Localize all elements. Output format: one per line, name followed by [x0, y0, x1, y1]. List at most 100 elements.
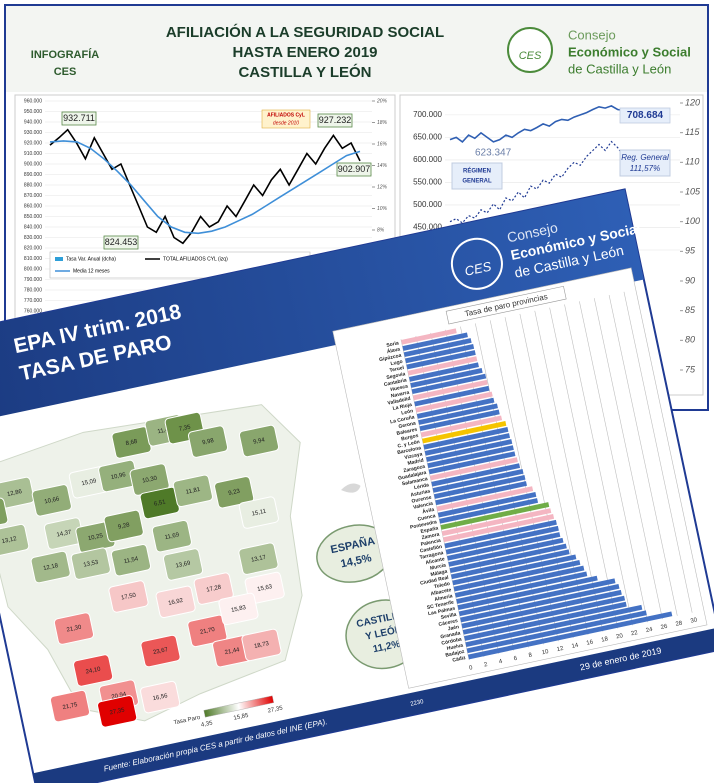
x-tick-label: 18 [601, 636, 609, 643]
map-region [238, 496, 279, 529]
category-label: SC Tenerife [426, 599, 454, 611]
annotation-box [336, 162, 372, 177]
category-label: León [401, 408, 414, 416]
note: desde 2010 [273, 120, 299, 126]
map-value: 10,66 [44, 496, 61, 505]
y-tick-label: 500.000 [413, 200, 442, 209]
y-tick-label: 600.000 [413, 155, 442, 164]
bar [433, 474, 526, 499]
bar [423, 427, 509, 450]
y2-tick-label: 12% [377, 184, 388, 190]
category-label: Lugo [390, 359, 403, 367]
category-label: Granada [440, 630, 461, 640]
legend-swatch [55, 257, 63, 261]
annotation: 902.907 [338, 164, 371, 174]
map-region [140, 634, 181, 668]
map-value: 13,17 [251, 555, 268, 564]
bar [416, 397, 495, 419]
category-label: Teruel [389, 365, 405, 374]
category-label: Málaga [430, 569, 448, 578]
logo-text: CES [463, 258, 493, 278]
category-label: La Rioja [392, 402, 412, 412]
bar [453, 560, 581, 592]
x-tick-label: 22 [631, 630, 639, 637]
x-tick-label: 8 [528, 652, 533, 659]
annotation-box [317, 113, 353, 128]
category-label: Ourense [411, 495, 432, 505]
note: AFILIADOS CyL [267, 112, 305, 118]
bar [460, 583, 620, 623]
bar [452, 554, 577, 586]
category-label: Las Palmas [428, 606, 456, 618]
grid-line [593, 298, 663, 620]
map-value: 18,73 [254, 641, 271, 650]
map-value: 17,50 [121, 592, 138, 601]
legend-title: Tasa Paro [173, 715, 201, 727]
bar [415, 391, 493, 413]
map-region [238, 424, 280, 458]
legend-label: 27,35 [267, 705, 284, 714]
map-value: 14,37 [56, 529, 73, 538]
y2-tick-label: 80 [685, 335, 695, 345]
y-tick-label: 850.000 [24, 214, 42, 220]
bar [464, 601, 627, 641]
map-region [162, 548, 204, 581]
category-label: Almería [434, 593, 453, 603]
category-label: Cuenca [417, 513, 436, 523]
y-tick-label: 940.000 [24, 119, 42, 125]
x-tick-label: 30 [690, 617, 698, 624]
bar [444, 519, 557, 549]
regime: GENERAL [462, 179, 492, 185]
category-label: Murcia [430, 562, 447, 571]
category-label: Soria [386, 340, 400, 349]
legend-gradient [203, 695, 274, 718]
category-label: Cáceres [438, 618, 458, 628]
map-value: 9,28 [118, 522, 131, 530]
footer-band [33, 627, 714, 783]
map-region [241, 628, 282, 662]
y2-tick-label: 95 [685, 246, 696, 256]
map-value: 15,83 [231, 605, 248, 614]
bar [419, 409, 500, 432]
map-value: 11,47 [157, 426, 173, 435]
logo [507, 27, 553, 73]
y-tick-label: 770.000 [24, 298, 42, 304]
map-value: 17,28 [206, 585, 223, 594]
map-value: 23,67 [153, 647, 170, 656]
bar [437, 492, 537, 518]
map-value: 11,54 [123, 556, 139, 565]
map-value: 21,30 [66, 624, 83, 633]
bar [422, 421, 507, 444]
y2-tick-label: 16% [377, 141, 388, 147]
map-region [140, 680, 181, 714]
y-tick-label: 830.000 [24, 235, 42, 241]
legend-label: 15,85 [233, 713, 250, 722]
y2-tick-label: 75 [685, 364, 696, 374]
map-value: 21,75 [62, 702, 79, 711]
annotation: 708.684 [627, 110, 664, 121]
category-label: Salamanca [401, 476, 428, 487]
bar [456, 571, 588, 604]
series-line [449, 105, 631, 143]
map-region [103, 509, 144, 543]
map-region [218, 592, 259, 626]
category-label: Navarra [390, 390, 410, 400]
category-label: Palencia [420, 538, 441, 548]
map-value: 15,09 [81, 478, 98, 487]
y-tick-label: 880.000 [24, 182, 42, 188]
map-value: 10,96 [110, 472, 127, 481]
map-value: 27,35 [109, 707, 126, 716]
category-label: Madrid [407, 458, 424, 467]
x-tick-label: 20 [616, 633, 624, 640]
x-tick-label: 28 [675, 620, 683, 627]
map-value: 12,18 [43, 563, 60, 572]
map-value: 20,94 [111, 692, 128, 701]
category-label: Burgos [401, 433, 420, 443]
y2-tick-label: 90 [685, 275, 695, 285]
bar [465, 604, 643, 648]
title: AFILIACIÓN A LA SEGURIDAD SOCIAL [166, 23, 444, 41]
y2-tick-label: 8% [377, 227, 385, 233]
bar [424, 433, 511, 456]
bar [426, 439, 513, 462]
y2-tick-label: 85 [685, 305, 696, 315]
